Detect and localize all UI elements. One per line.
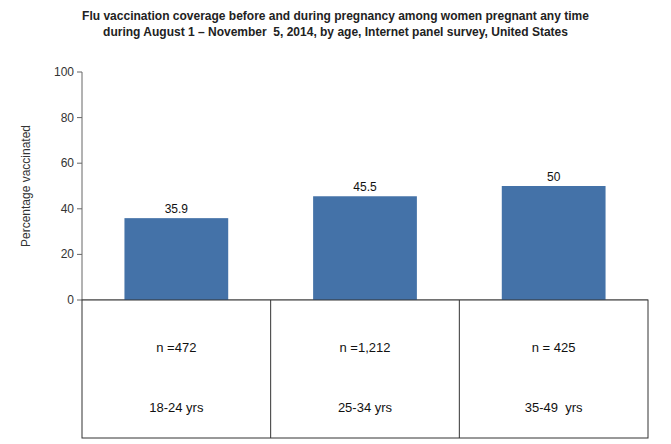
y-tick [77,300,82,301]
data-label: 50 [547,170,561,184]
y-tick [77,163,82,164]
y-tick-label: 80 [61,111,75,125]
y-axis-label: Percentage vaccinated [19,125,33,247]
n-label: n =472 [156,340,196,355]
data-labels: 35.9 45.5 50 [165,170,561,216]
title: Flu vaccination coverage before and duri… [82,9,589,39]
category-divider [459,300,460,438]
y-tick-label: 20 [61,247,75,261]
chart-svg: Flu vaccination coverage before and duri… [0,0,671,444]
category-box-frame [82,300,648,438]
chart-container: Flu vaccination coverage before and duri… [0,0,671,444]
y-axis: 0 20 40 60 80 100 [54,65,648,307]
data-label: 45.5 [353,180,377,194]
category-box: n =472 18-24 yrs n =1,212 25-34 yrs n = 425 3… [82,300,648,438]
category-divider [270,300,271,438]
y-tick [77,254,82,255]
y-tick [77,208,82,209]
y-tick-label: 0 [67,293,74,307]
y-axis-line [82,72,83,300]
bar [124,218,228,300]
y-tick-label: 40 [61,202,75,216]
category-label: 18-24 yrs [149,400,204,415]
title-line: during August 1 – November 5, 2014, by a… [103,25,568,39]
y-tick-label: 60 [61,156,75,170]
y-tick-label: 100 [54,65,74,79]
y-tick [77,117,82,118]
y-tick [77,72,82,73]
data-label: 35.9 [165,202,189,216]
n-label: n =1,212 [340,340,391,355]
bars [124,186,605,300]
category-label: 35-49 yrs [525,400,583,415]
n-label: n = 425 [532,340,576,355]
category-label: 25-34 yrs [338,400,393,415]
title-line: Flu vaccination coverage before and duri… [82,9,589,23]
bar [313,196,417,300]
bar [502,186,606,300]
